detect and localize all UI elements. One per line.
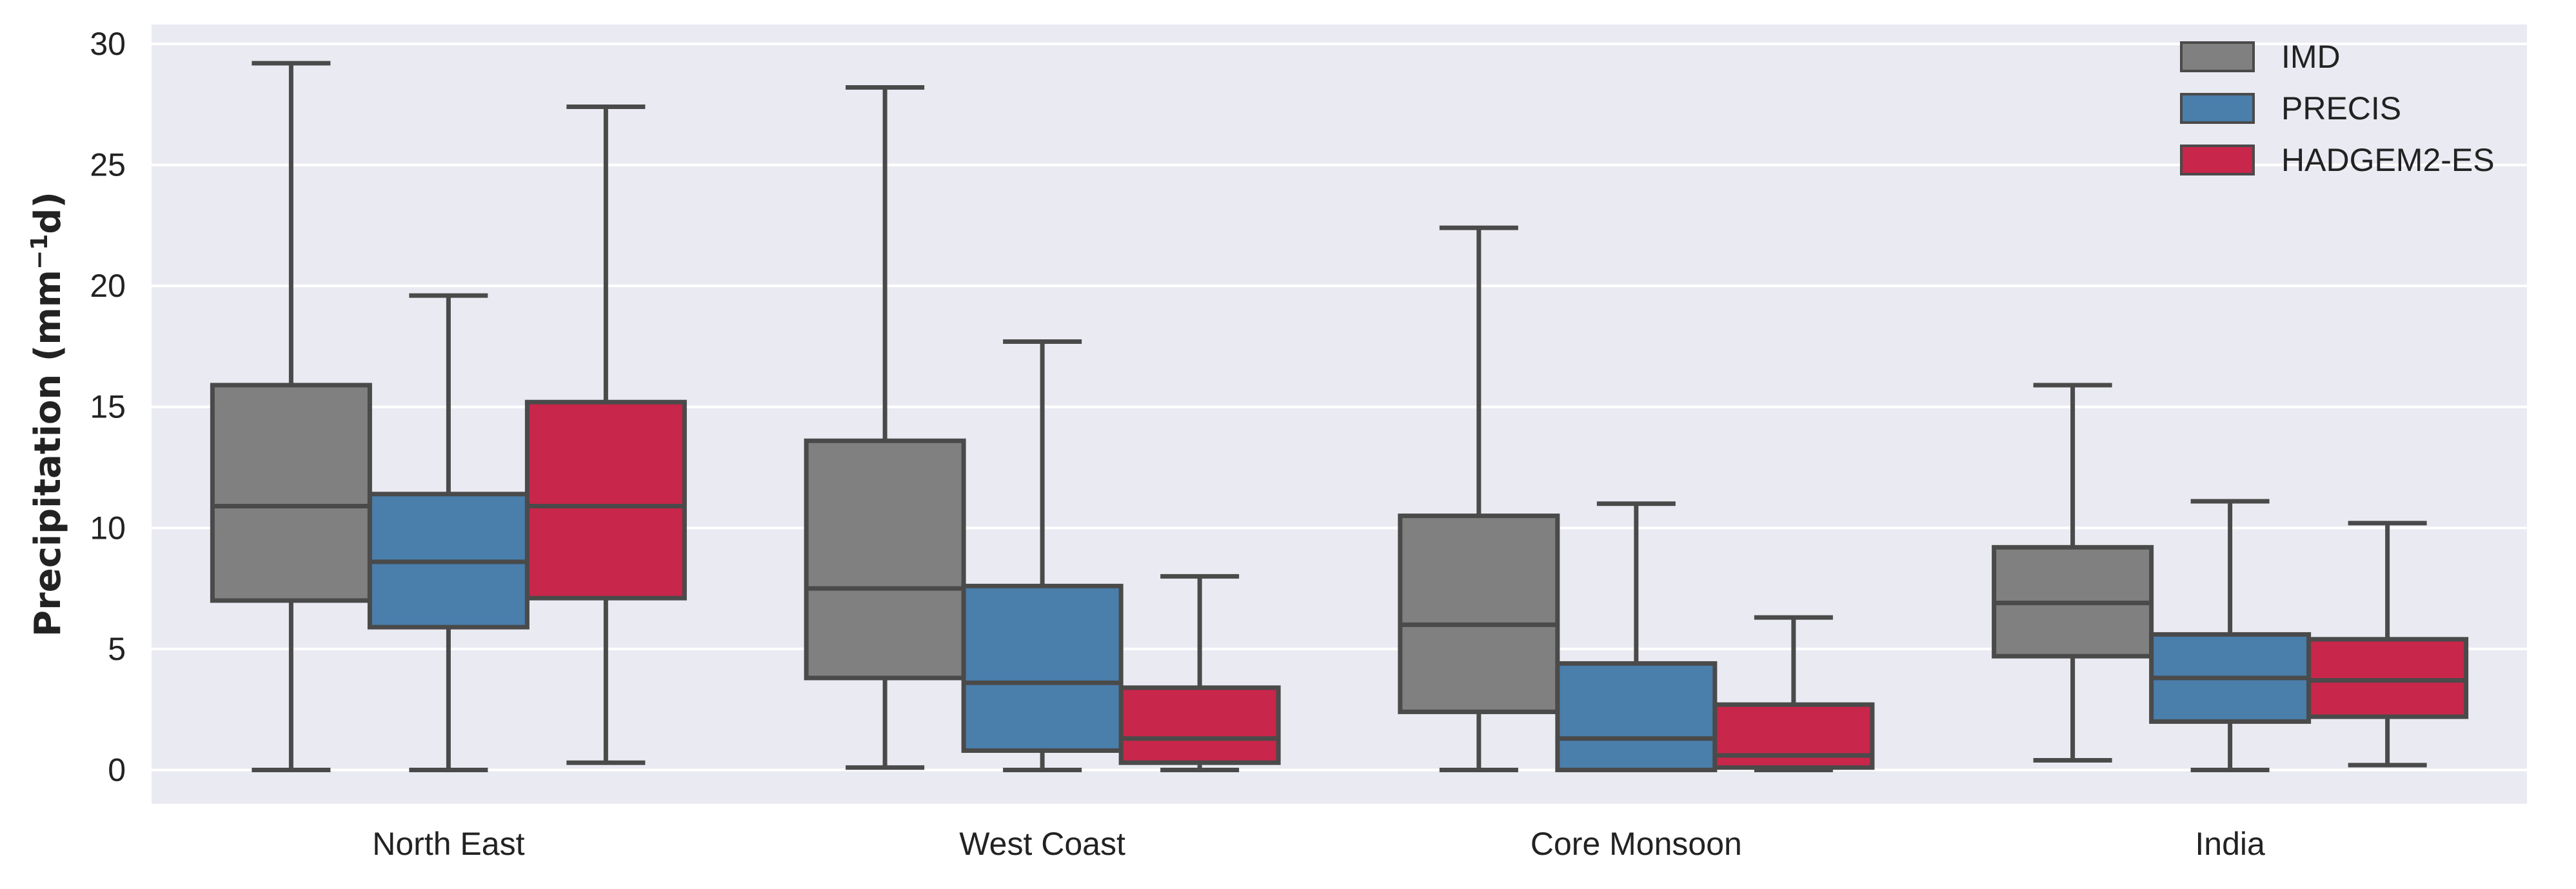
y-axis-ticks: 0 5 10 15 20 25 30 — [90, 26, 126, 788]
y-tick-label: 10 — [90, 510, 126, 546]
box-body — [1555, 661, 1718, 772]
box-imd-west-coast — [804, 85, 966, 770]
legend-label: PRECIS — [2281, 90, 2401, 126]
box-precis-core-monsoon — [1555, 501, 1718, 772]
box-precis-west-coast — [961, 339, 1124, 772]
y-axis-title-superscript: −1 — [26, 234, 53, 270]
y-axis-title-main: Precipitation (mm — [27, 270, 69, 637]
boxes — [210, 61, 2469, 772]
legend-label: HADGEM2-ES — [2281, 142, 2495, 178]
box-body — [1398, 514, 1560, 714]
box-hadgem2-es-india — [2306, 521, 2469, 768]
box-hadgem2-es-west-coast — [1118, 574, 1281, 772]
box-body — [524, 399, 687, 601]
y-tick-label: 20 — [90, 268, 126, 304]
legend-item-precis: PRECIS — [2180, 90, 2401, 126]
legend-label: IMD — [2281, 39, 2341, 75]
box-body — [1712, 702, 1875, 770]
box-body — [210, 383, 372, 603]
x-tick-label: India — [2195, 826, 2265, 862]
x-tick-label: Core Monsoon — [1531, 826, 1742, 862]
y-tick-label: 0 — [108, 752, 126, 788]
y-tick-label: 30 — [90, 26, 126, 62]
y-tick-label: 25 — [90, 147, 126, 183]
box-body — [2306, 637, 2469, 719]
legend: IMD PRECIS HADGEM2-ES — [2180, 39, 2495, 178]
x-tick-label: West Coast — [959, 826, 1125, 862]
legend-item-imd: IMD — [2180, 39, 2341, 75]
box-body — [961, 583, 1124, 753]
legend-swatch — [2180, 93, 2255, 124]
box-body — [1118, 685, 1281, 765]
legend-swatch — [2180, 145, 2255, 175]
box-imd-core-monsoon — [1398, 225, 1560, 772]
box-hadgem2-es-core-monsoon — [1712, 615, 1875, 772]
box-precis-india — [2149, 499, 2312, 772]
y-tick-label: 15 — [90, 389, 126, 425]
box-hadgem2-es-north-east — [524, 105, 687, 765]
legend-swatch — [2180, 41, 2255, 72]
x-tick-label: North East — [372, 826, 524, 862]
legend-item-hadgem2-es: HADGEM2-ES — [2180, 142, 2495, 178]
box-body — [804, 438, 966, 681]
box-imd-india — [1992, 383, 2154, 763]
x-axis-ticks: North East West Coast Core Monsoon India — [372, 826, 2265, 862]
y-tick-label: 5 — [108, 631, 126, 667]
y-axis-title: Precipitation (mm−1d) — [26, 192, 69, 637]
box-precis-north-east — [367, 293, 530, 772]
y-axis-title-end: d) — [27, 192, 69, 234]
